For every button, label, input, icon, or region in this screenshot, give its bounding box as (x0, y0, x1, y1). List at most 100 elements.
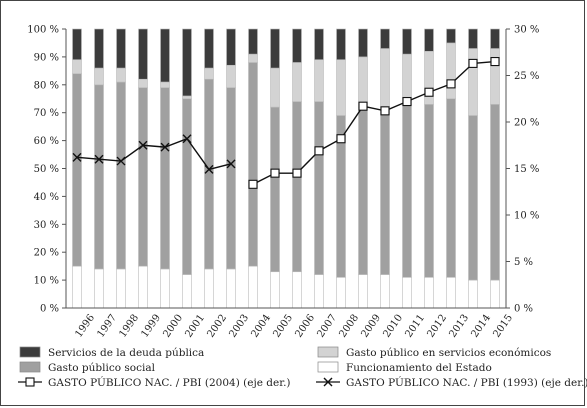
bar-2001-series-3 (182, 28, 192, 97)
x-tick-label-2008: 2008 (337, 313, 361, 340)
bar-2005-series-2 (270, 67, 280, 108)
x-tick-label-2014: 2014 (469, 313, 493, 340)
bar-2011-series-2 (402, 53, 412, 105)
y-right-tick-label: 10 % (514, 211, 539, 222)
x-tick-label-2002: 2002 (205, 313, 229, 340)
bar-1997-series-3 (94, 28, 104, 69)
y-left-tick-label: 50 % (34, 164, 59, 175)
y-left-tick-label: 70 % (34, 108, 59, 119)
bar-2002-series-0 (204, 268, 214, 309)
bar-2006-series-2 (292, 62, 302, 102)
bar-2015-series-0 (490, 279, 500, 309)
line-1-point-2009 (358, 101, 368, 111)
x-tick-label-2011: 2011 (403, 313, 427, 340)
x-tick-label-1998: 1998 (117, 313, 141, 340)
bar-2013-series-3 (446, 28, 456, 44)
y-left-tick-label: 100 % (27, 25, 59, 36)
line-1-point-2013 (446, 79, 456, 89)
bar-1999-series-1 (138, 87, 148, 267)
bar-2001-series-0 (182, 274, 192, 309)
bar-2009-series-2 (358, 56, 368, 108)
bar-2013-series-1 (446, 98, 456, 278)
x-tick-label-2005: 2005 (271, 313, 295, 340)
bar-2003-series-1 (226, 87, 236, 270)
line-0-point-2002 (204, 164, 214, 174)
bar-2012-series-3 (424, 28, 434, 52)
y-left-tick-label: 40 % (34, 192, 59, 203)
bar-2000-series-1 (160, 87, 170, 270)
bars-group (72, 28, 500, 309)
line-1-point-2004 (248, 179, 258, 189)
legend-item-0: Servicios de la deuda pública (19, 346, 204, 359)
y-left-tick-label: 20 % (34, 248, 59, 259)
bar-1998-series-0 (116, 268, 126, 309)
bar-1996-series-3 (72, 28, 82, 60)
y-left-tick-label: 10 % (34, 276, 59, 287)
y-left-tick-label: 90 % (34, 52, 59, 63)
bar-1998-series-2 (116, 67, 126, 83)
bar-1999-series-0 (138, 265, 148, 309)
legend-label: Servicios de la deuda pública (48, 347, 204, 359)
line-0-point-1999 (138, 140, 148, 150)
bar-2004-series-0 (248, 265, 258, 309)
legend-marker (323, 377, 333, 387)
bar-2003-series-2 (226, 64, 236, 88)
bar-2010-series-0 (380, 274, 390, 309)
bar-2011-series-0 (402, 277, 412, 309)
line-1-point-2014 (468, 58, 478, 68)
bar-2012-series-0 (424, 277, 434, 309)
bar-2014-series-1 (468, 115, 478, 281)
bar-1996-series-1 (72, 73, 82, 267)
legend-item-2: Gasto público social (19, 361, 156, 374)
line-1-point-2005 (270, 168, 280, 178)
bar-2009-series-1 (358, 106, 368, 275)
y-left-tick-label: 30 % (34, 220, 59, 231)
bar-2000-series-3 (160, 28, 170, 83)
bar-2006-series-3 (292, 28, 302, 63)
legend-label: GASTO PÚBLICO NAC. / PBI (2004) (eje der… (48, 375, 291, 389)
y-right-tick-label: 15 % (514, 164, 539, 175)
x-tick-label-2015: 2015 (491, 313, 515, 340)
x-tick-label-2007: 2007 (315, 313, 339, 340)
x-tick-label-2009: 2009 (359, 313, 383, 340)
bar-1999-series-2 (138, 78, 148, 88)
bar-2011-series-1 (402, 104, 412, 278)
y-right-tick-label: 30 % (514, 25, 539, 36)
y-right-tick-label: 25 % (514, 71, 539, 82)
x-tick-label-1997: 1997 (95, 313, 119, 340)
x-tick-label-2001: 2001 (183, 313, 207, 340)
bar-2003-series-0 (226, 268, 236, 309)
legend-swatch (19, 361, 41, 373)
bar-1997-series-1 (94, 84, 104, 270)
bar-2002-series-3 (204, 28, 214, 69)
legend-label: Gasto público social (48, 362, 156, 374)
bar-2010-series-1 (380, 109, 390, 275)
bar-2001-series-2 (182, 95, 192, 100)
bar-2015-series-1 (490, 104, 500, 281)
bar-2012-series-1 (424, 104, 434, 278)
bar-2011-series-3 (402, 28, 412, 55)
bar-2007-series-1 (314, 101, 324, 275)
legend-marker (25, 377, 35, 387)
legend-label: GASTO PÚBLICO NAC. / PBI (1993) (eje der… (346, 375, 587, 389)
x-tick-label-2010: 2010 (381, 313, 405, 340)
legend-item-1: Gasto público en servicios económicos (317, 346, 551, 359)
line-0-point-2000 (160, 142, 170, 152)
bar-2014-series-3 (468, 28, 478, 49)
legend-label: Funcionamiento del Estado (346, 362, 492, 374)
x-tick-label-1999: 1999 (139, 313, 163, 340)
bar-2006-series-0 (292, 271, 302, 309)
bar-2004-series-1 (248, 62, 258, 267)
bar-2010-series-2 (380, 48, 390, 111)
bar-1998-series-1 (116, 81, 126, 270)
bar-2007-series-0 (314, 274, 324, 309)
x-tick-label-2012: 2012 (425, 313, 449, 340)
bar-2007-series-2 (314, 59, 324, 102)
line-1-point-2008 (336, 134, 346, 144)
legend-swatch (317, 346, 339, 358)
bar-2005-series-1 (270, 106, 280, 273)
x-tick-label-2004: 2004 (249, 313, 273, 340)
line-1-point-2010 (380, 106, 390, 116)
bar-2014-series-0 (468, 279, 478, 309)
bar-1997-series-2 (94, 67, 104, 86)
